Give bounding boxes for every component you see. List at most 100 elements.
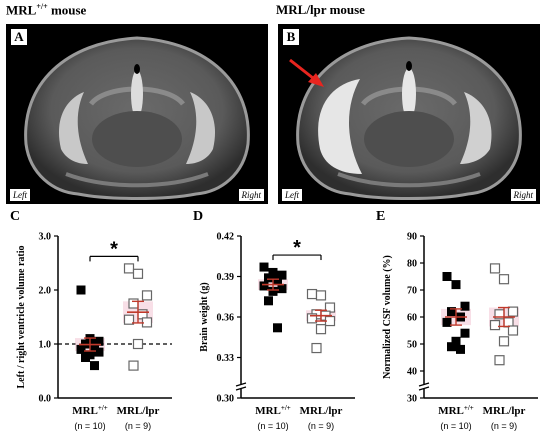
sample-size-label: (n = 9)	[125, 421, 151, 431]
panel-b-label: B	[282, 28, 300, 46]
panel-a-left-label: Left	[10, 189, 31, 201]
y-tick-label: 3.0	[39, 232, 52, 243]
y-tick-label: 80	[407, 259, 417, 270]
y-tick-label: 0.42	[217, 232, 235, 243]
data-point	[123, 314, 135, 325]
data-point	[123, 263, 135, 274]
y-tick-label: 0.30	[217, 394, 235, 405]
data-point	[141, 290, 153, 301]
y-tick-label: 0.0	[39, 394, 52, 405]
data-point	[128, 360, 139, 371]
data-point	[259, 281, 269, 291]
data-point	[306, 313, 318, 324]
y-tick-label: 0.33	[217, 353, 235, 364]
data-point	[132, 268, 144, 279]
panel-a-label: A	[10, 28, 28, 46]
category-label: MRL+/+	[72, 404, 108, 417]
data-point	[447, 342, 456, 352]
mri-image-a	[24, 36, 250, 200]
data-point	[460, 301, 470, 311]
y-tick-label: 60	[407, 313, 417, 324]
axis-break-mark	[418, 386, 430, 391]
sample-size-label: (n = 9)	[308, 421, 334, 431]
arrow-head	[308, 73, 324, 87]
category-label: MRL+/+	[255, 404, 291, 417]
data-point	[311, 342, 322, 354]
sample-size-label: (n = 10)	[257, 421, 288, 431]
data-point	[451, 280, 461, 290]
data-point	[90, 361, 99, 371]
y-tick-label: 0.39	[217, 272, 235, 283]
data-point	[507, 306, 519, 317]
axis-break-mark	[418, 382, 430, 387]
data-point	[456, 344, 465, 354]
axis-break-gap	[419, 384, 429, 389]
significance-star: *	[110, 238, 118, 260]
data-point	[460, 328, 470, 338]
data-point	[498, 274, 510, 285]
y-axis-label: Left / right ventricle volume ratio	[16, 245, 27, 388]
significance-star: *	[293, 237, 301, 259]
data-point	[259, 262, 269, 272]
sample-size-label: (n = 10)	[440, 421, 471, 431]
panel-b-left-label: Left	[282, 189, 303, 201]
left-mouse-title: MRL+/+ mouse	[6, 2, 87, 18]
sample-size-label: (n = 10)	[74, 421, 105, 431]
y-tick-label: 70	[407, 286, 417, 297]
right-mouse-title: MRL/lpr mouse	[276, 2, 365, 17]
chart-e-letter: E	[376, 209, 385, 224]
data-point	[273, 276, 282, 286]
y-tick-label: 50	[407, 340, 417, 351]
chart-c-letter: C	[10, 209, 20, 224]
data-point	[489, 263, 501, 274]
mri-image-b	[289, 36, 522, 200]
data-point	[268, 286, 278, 296]
y-tick-label: 90	[407, 232, 417, 243]
data-point	[81, 353, 90, 362]
axis-break-gap	[236, 384, 246, 389]
data-point	[507, 325, 519, 336]
data-point	[442, 317, 452, 327]
data-point	[264, 273, 273, 283]
y-tick-label: 30	[407, 394, 417, 405]
y-tick-label: 40	[407, 367, 417, 378]
axis-break-mark	[235, 382, 247, 387]
sample-size-label: (n = 9)	[491, 421, 517, 431]
data-point	[451, 336, 461, 346]
data-point	[76, 344, 86, 354]
data-point	[315, 290, 327, 301]
data-point	[273, 323, 282, 333]
data-point	[489, 319, 501, 331]
data-point	[306, 288, 318, 300]
panel-b-right-label: Right	[510, 189, 536, 201]
data-point	[277, 270, 287, 280]
axis-break-mark	[235, 386, 247, 391]
data-point	[132, 338, 144, 350]
chart-d-letter: D	[193, 209, 203, 224]
mri-panel-b: B Left Right	[278, 24, 540, 204]
chart-e: E Normalized CSF volume (%) 30 40 50 60 70 80 90…	[376, 209, 538, 431]
category-label: MRL+/+	[438, 404, 474, 417]
data-point	[277, 284, 287, 294]
chart-d: D Brain weight (g) 0.30 0.33 0.36 0.39 0.42 MRL…	[193, 209, 355, 431]
data-point	[76, 285, 86, 295]
data-point	[442, 272, 452, 281]
data-point	[494, 355, 505, 366]
category-label: MRL/lpr	[300, 405, 343, 417]
data-point	[268, 267, 278, 277]
y-tick-label: 0.36	[217, 313, 235, 324]
data-point	[94, 336, 104, 346]
y-axis-label: Normalized CSF volume (%)	[382, 255, 393, 379]
y-tick-label: 2.0	[39, 286, 52, 297]
category-label: MRL/lpr	[117, 405, 160, 417]
data-point	[128, 298, 139, 309]
category-label: MRL/lpr	[483, 405, 526, 417]
chart-c: C Left / right ventricle volume ratio 0.0 1…	[10, 209, 172, 431]
data-point	[90, 342, 99, 352]
y-axis-label: Brain weight (g)	[199, 282, 210, 351]
data-point	[498, 336, 510, 347]
data-point	[94, 347, 104, 357]
data-point	[264, 296, 273, 306]
panel-a-right-label: Right	[238, 189, 264, 201]
y-tick-label: 1.0	[39, 340, 52, 351]
